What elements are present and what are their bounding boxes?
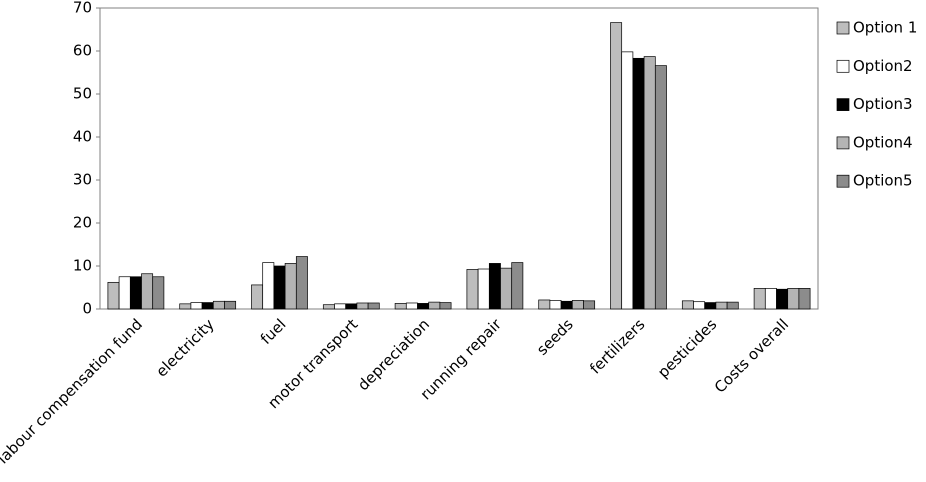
bar [273,265,286,310]
legend-label: Option3 [853,95,913,113]
x-tick-label: seeds [533,315,577,359]
bar [715,301,728,310]
bar [428,301,441,310]
bar [753,288,766,310]
bar [681,300,694,310]
bar [190,302,203,310]
bar [610,22,623,310]
legend-swatch [836,59,850,73]
legend-swatch [836,174,850,188]
legend-swatch [836,136,850,150]
bar [654,65,667,310]
y-tick-label: 0 [82,300,92,318]
x-tick-label: fertilizers [586,315,648,377]
bar [201,302,214,310]
bar [417,303,430,310]
bar [632,57,645,310]
bar [295,256,308,310]
y-tick-label: 20 [73,214,92,232]
bar [129,276,142,310]
bar [345,303,358,310]
bar [511,262,524,310]
bar [322,304,335,310]
bar [152,276,165,310]
plot-frame [99,7,819,310]
bar [488,263,501,310]
x-tick-label: electricity [152,315,217,380]
bar [367,302,380,310]
bar [538,299,551,310]
bar [549,300,562,310]
bar [334,303,347,310]
legend-swatch [836,21,850,35]
bar [251,284,264,310]
x-tick-label: Costs overall [711,315,792,396]
bar [693,301,706,310]
y-tick-label: 10 [73,257,92,275]
legend-label: Option5 [853,172,913,190]
bar [224,300,237,310]
bar [107,281,120,310]
x-tick-label: labour compensation fund [0,315,146,467]
bar [704,302,717,310]
x-tick-label: pesticides [654,315,720,381]
legend-swatch [836,98,850,111]
legend-label: Option4 [853,133,913,151]
legend-label: Option2 [853,57,913,75]
bar [560,300,573,310]
bar [356,302,369,310]
bar [212,300,225,310]
bar [179,303,192,310]
bar [118,276,131,310]
bar [405,302,418,310]
bar [787,288,800,310]
bar [583,300,596,310]
bar [394,303,407,310]
bar [776,288,789,310]
x-tick-label: depreciation [354,315,433,394]
bar [798,288,811,310]
y-tick-label: 70 [73,0,92,17]
bar [477,268,490,310]
y-tick-label: 60 [73,42,92,60]
bar [262,262,275,310]
legend-label: Option 1 [853,19,917,37]
bar [643,56,656,310]
bar [284,263,297,310]
bar [726,301,739,310]
y-tick-label: 40 [73,128,92,146]
bar [466,269,479,310]
bar [439,302,452,310]
y-tick-label: 50 [73,85,92,103]
bar [500,267,513,310]
x-tick-label: fuel [257,315,290,348]
bar [571,300,584,310]
y-tick-label: 30 [73,171,92,189]
bar [764,288,777,310]
bar [621,51,634,310]
bar [141,273,154,310]
